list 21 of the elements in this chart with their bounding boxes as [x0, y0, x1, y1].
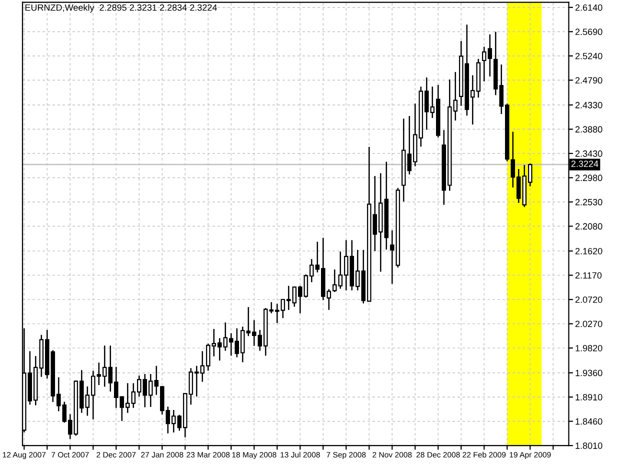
y-tick-label: 2.2530 [575, 198, 602, 206]
ref-line-label: 2.3224 [571, 160, 598, 167]
y-tick-label: 2.4330 [575, 102, 602, 108]
y-tick-label: 2.1170 [575, 272, 602, 279]
y-tick-label: 2.5240 [575, 52, 602, 60]
y-tick-label: 2.0720 [575, 296, 602, 303]
chart-title: EURNZD,Weekly 2.2895 2.3231 2.2834 2.3224 [25, 4, 217, 13]
y-tick-label: 1.8460 [576, 418, 602, 425]
y-tick-label: 1.9820 [576, 344, 602, 352]
y-tick-label: 2.3430 [575, 150, 602, 157]
y-tick-label: 2.3880 [575, 126, 602, 133]
y-tick-label: 2.6140 [575, 4, 602, 11]
y-tick-label: 1.8910 [576, 394, 602, 400]
y-tick-label: 1.8010 [576, 442, 602, 449]
y-tick-label: 1.9360 [576, 370, 602, 376]
y-tick-label: 2.2080 [575, 223, 602, 230]
y-tick-label: 2.0270 [575, 320, 602, 328]
y-tick-label: 2.2980 [575, 174, 602, 182]
y-tick-label: 2.4790 [575, 77, 602, 84]
y-tick-label: 2.5690 [575, 28, 602, 36]
y-tick-label: 2.1620 [575, 248, 602, 254]
